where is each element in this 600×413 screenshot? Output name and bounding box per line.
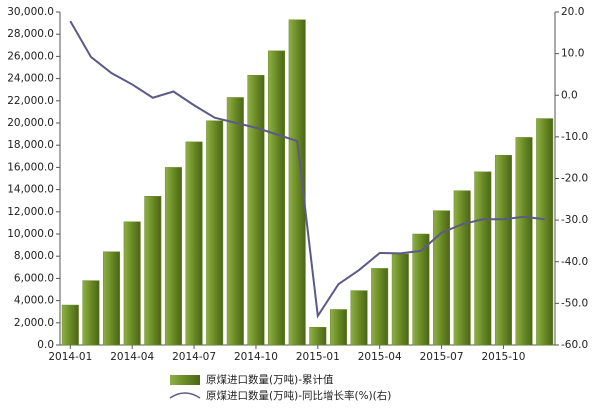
bar <box>288 19 306 346</box>
y-tick-label: 6,000.0 <box>14 272 54 284</box>
bar <box>247 75 265 346</box>
x-tick-label: 2014-07 <box>172 351 216 363</box>
bar <box>433 210 451 346</box>
y-tick-label: 28,000.0 <box>7 28 54 40</box>
y-tick-label: 18,000.0 <box>7 139 54 151</box>
y-tick-label: 2,000.0 <box>14 317 54 329</box>
bar <box>164 167 182 346</box>
legend-swatch <box>170 375 200 385</box>
x-tick-label: 2015-07 <box>420 351 464 363</box>
bar <box>61 304 79 346</box>
y2-tick-label: -20.0 <box>561 173 588 185</box>
y2-tick-label: -60.0 <box>561 339 588 351</box>
y-tick-label: 16,000.0 <box>7 161 54 173</box>
y-tick-label: 22,000.0 <box>7 95 54 107</box>
y-tick-label: 0.0 <box>37 339 54 351</box>
bar <box>536 118 554 346</box>
line <box>69 20 545 319</box>
y2-tick-label: 0.0 <box>561 89 578 101</box>
y-tick-label: 10,000.0 <box>7 228 54 240</box>
y-tick-label: 12,000.0 <box>7 206 54 218</box>
x-tick-label: 2015-01 <box>296 351 340 363</box>
y2-tick-label: -30.0 <box>561 214 588 226</box>
y2-tick-label: 20.0 <box>561 6 584 18</box>
bar <box>391 253 409 346</box>
y-tick-label: 14,000.0 <box>7 184 54 196</box>
x-tick-label: 2015-04 <box>358 351 402 363</box>
bar <box>144 196 162 346</box>
y2-tick-label: -40.0 <box>561 256 588 268</box>
bar <box>371 268 389 346</box>
bar <box>103 251 121 346</box>
x-tick-label: 2015-10 <box>482 351 526 363</box>
bar <box>453 190 471 346</box>
bar <box>350 290 368 346</box>
legend-swatch <box>169 392 201 399</box>
bar <box>226 97 244 346</box>
bar <box>268 50 286 346</box>
bar <box>82 280 100 346</box>
y-tick-label: 4,000.0 <box>14 295 54 307</box>
y-tick-label: 26,000.0 <box>7 50 54 62</box>
y-tick-label: 8,000.0 <box>14 250 54 262</box>
bar <box>474 171 492 346</box>
y-tick-label: 24,000.0 <box>7 73 54 85</box>
bar <box>412 233 430 346</box>
y2-tick-label: -10.0 <box>561 131 588 143</box>
y-tick-label: 20,000.0 <box>7 117 54 129</box>
y2-tick-label: -50.0 <box>561 297 588 309</box>
bar <box>494 154 512 346</box>
bar <box>329 309 347 346</box>
bar <box>123 221 141 346</box>
legend-label: 原煤进口数量(万吨)-累计值 <box>206 373 334 386</box>
legend-label: 原煤进口数量(万吨)-同比增长率(%)(右) <box>206 389 391 402</box>
x-tick-label: 2014-10 <box>234 351 278 363</box>
bar <box>185 141 203 346</box>
y-tick-label: 30,000.0 <box>7 6 54 18</box>
x-tick-label: 2014-04 <box>110 351 154 363</box>
bar <box>309 326 327 346</box>
bar <box>206 120 224 346</box>
y2-tick-label: 10.0 <box>561 48 584 60</box>
bar <box>515 137 533 346</box>
x-tick-label: 2014-01 <box>48 351 92 363</box>
